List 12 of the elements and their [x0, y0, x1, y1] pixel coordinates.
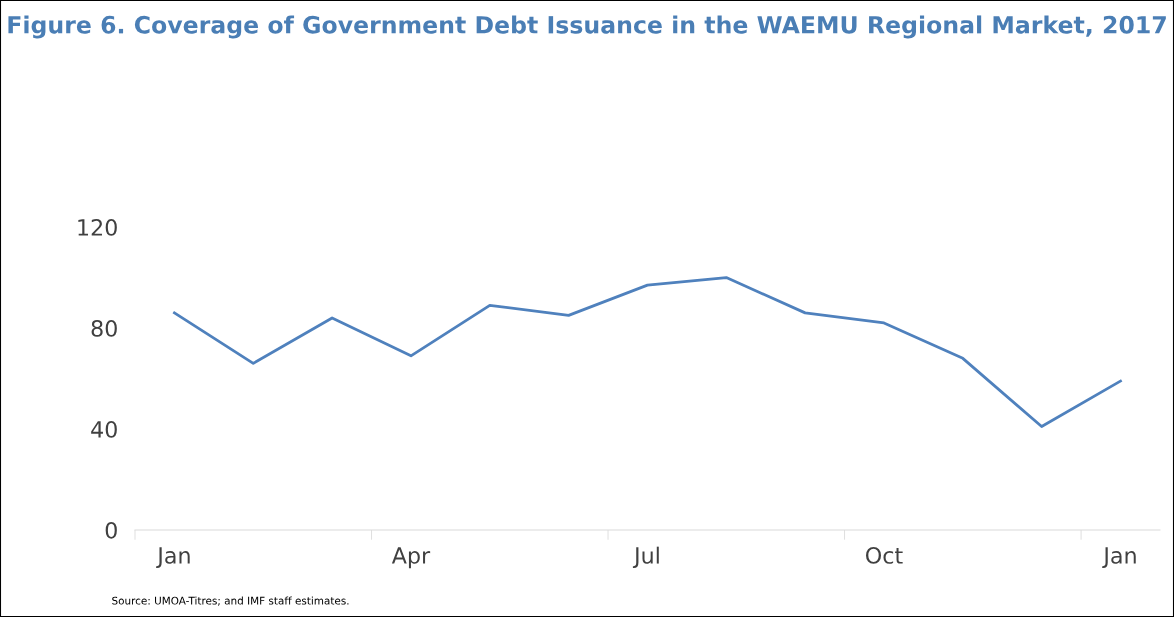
x-tick-label: Jan	[1102, 547, 1136, 568]
source-note: Source: UMOA-Titres; and IMF staff estimates.	[112, 596, 349, 606]
x-tick-label: Jan	[156, 547, 190, 568]
line-series	[173, 276, 1122, 428]
x-tick-label: Jul	[632, 546, 659, 568]
y-tick-label: 120	[78, 219, 117, 236]
chart-title: Figure 6. Coverage of Government Debt Issuance in the WAEMU Regional Market, 2017	[8, 15, 1166, 39]
x-tick-label: Apr	[391, 547, 431, 569]
y-tick-label: 40	[91, 420, 117, 438]
y-tick-label: 80	[91, 319, 117, 337]
x-tick-label: Oct	[866, 547, 903, 564]
y-tick-label: 0	[105, 521, 117, 539]
